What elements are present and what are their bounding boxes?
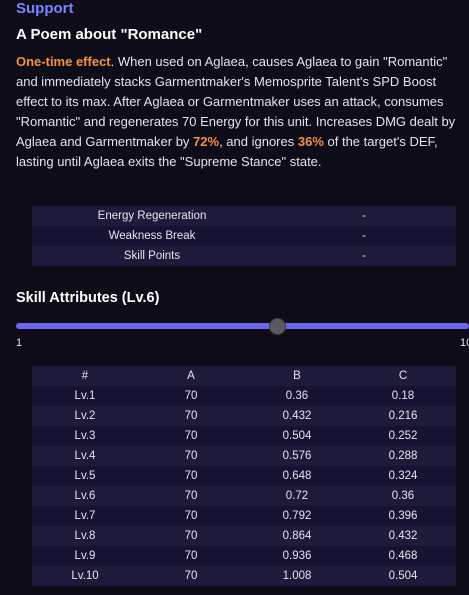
- table-cell: 70: [138, 526, 244, 546]
- skill-info-table: Energy Regeneration - Weakness Break - S…: [32, 206, 456, 266]
- info-row: Skill Points -: [32, 246, 456, 266]
- desc-text-2: , and ignores: [219, 134, 298, 149]
- desc-effect-type: One-time effect: [16, 54, 111, 69]
- slider-thumb[interactable]: [269, 318, 286, 335]
- table-cell: Lv.8: [32, 526, 138, 546]
- table-cell: 70: [138, 386, 244, 406]
- skill-attributes-table: # A B C Lv.1 70 0.36 0.18 Lv.2 70 0.432 …: [32, 366, 456, 586]
- table-cell: 0.396: [350, 506, 456, 526]
- table-row: Lv.4 70 0.576 0.288: [32, 446, 456, 466]
- table-row: Lv.7 70 0.792 0.396: [32, 506, 456, 526]
- table-cell: Lv.4: [32, 446, 138, 466]
- info-value: -: [272, 246, 456, 266]
- table-cell: 0.504: [350, 566, 456, 586]
- info-value: -: [272, 206, 456, 226]
- table-cell: Lv.10: [32, 566, 138, 586]
- skill-name: A Poem about "Romance": [16, 26, 203, 43]
- table-row: Lv.6 70 0.72 0.36: [32, 486, 456, 506]
- table-cell: 0.792: [244, 506, 350, 526]
- info-label: Skill Points: [32, 246, 272, 266]
- table-cell: 70: [138, 566, 244, 586]
- table-cell: 1.008: [244, 566, 350, 586]
- desc-def-value: 36%: [297, 134, 324, 149]
- table-cell: Lv.6: [32, 486, 138, 506]
- table-cell: 0.18: [350, 386, 456, 406]
- table-cell: Lv.5: [32, 466, 138, 486]
- table-cell: 0.72: [244, 486, 350, 506]
- table-cell: 0.252: [350, 426, 456, 446]
- table-cell: 0.36: [244, 386, 350, 406]
- table-cell: Lv.3: [32, 426, 138, 446]
- table-cell: Lv.7: [32, 506, 138, 526]
- table-cell: 70: [138, 506, 244, 526]
- table-cell: 70: [138, 426, 244, 446]
- table-cell: 0.504: [244, 426, 350, 446]
- table-row: Lv.5 70 0.648 0.324: [32, 466, 456, 486]
- table-cell: 70: [138, 486, 244, 506]
- slider-max-label: 10: [460, 337, 469, 349]
- table-cell: Lv.9: [32, 546, 138, 566]
- table-cell: Lv.1: [32, 386, 138, 406]
- info-value: -: [272, 226, 456, 246]
- table-cell: 70: [138, 406, 244, 426]
- info-label: Weakness Break: [32, 226, 272, 246]
- level-slider[interactable]: [16, 318, 469, 335]
- table-row: Lv.1 70 0.36 0.18: [32, 386, 456, 406]
- table-cell: 0.576: [244, 446, 350, 466]
- info-label: Energy Regeneration: [32, 206, 272, 226]
- column-header: C: [350, 366, 456, 386]
- column-header: #: [32, 366, 138, 386]
- column-header: B: [244, 366, 350, 386]
- table-cell: 0.432: [350, 526, 456, 546]
- table-cell: 70: [138, 466, 244, 486]
- table-cell: 0.468: [350, 546, 456, 566]
- table-header-row: # A B C: [32, 366, 456, 386]
- table-cell: 70: [138, 446, 244, 466]
- table-row: Lv.2 70 0.432 0.216: [32, 406, 456, 426]
- table-cell: 0.288: [350, 446, 456, 466]
- skill-attributes-title: Skill Attributes (Lv.6): [16, 290, 160, 306]
- table-cell: 0.936: [244, 546, 350, 566]
- table-row: Lv.10 70 1.008 0.504: [32, 566, 456, 586]
- desc-text-3: of the target's DEF, lasting until Aglae…: [16, 134, 438, 169]
- skill-description: One-time effect. When used on Aglaea, ca…: [16, 52, 468, 172]
- column-header: A: [138, 366, 244, 386]
- slider-min-label: 1: [16, 337, 23, 349]
- info-row: Energy Regeneration -: [32, 206, 456, 226]
- desc-dmg-value: 72%: [193, 134, 220, 149]
- info-row: Weakness Break -: [32, 226, 456, 246]
- table-cell: 0.36: [350, 486, 456, 506]
- table-cell: 70: [138, 546, 244, 566]
- table-cell: 0.864: [244, 526, 350, 546]
- table-row: Lv.9 70 0.936 0.468: [32, 546, 456, 566]
- table-cell: 0.216: [350, 406, 456, 426]
- table-cell: 0.324: [350, 466, 456, 486]
- table-cell: 0.432: [244, 406, 350, 426]
- table-cell: Lv.2: [32, 406, 138, 426]
- table-row: Lv.3 70 0.504 0.252: [32, 426, 456, 446]
- table-row: Lv.8 70 0.864 0.432: [32, 526, 456, 546]
- slider-track[interactable]: [16, 323, 469, 329]
- desc-text-1: . When used on Aglaea, causes Aglaea to …: [16, 54, 456, 149]
- table-cell: 0.648: [244, 466, 350, 486]
- section-title: Support: [16, 0, 74, 17]
